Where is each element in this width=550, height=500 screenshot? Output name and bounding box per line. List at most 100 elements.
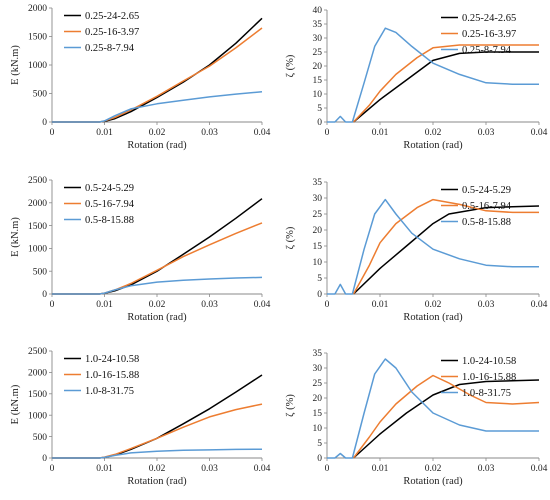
legend-entry: 0.25-24-2.65: [85, 11, 139, 22]
y-tick-label: 2500: [28, 176, 47, 186]
y-tick-label: 500: [33, 433, 48, 443]
y-tick-label: 30: [313, 194, 323, 204]
series-line-0.25-8-7.94: [327, 27, 539, 123]
y-tick-label: 25: [313, 379, 323, 389]
x-tick-label: 0.03: [478, 300, 495, 310]
y-tick-label: 0: [42, 118, 47, 128]
y-axis-label: E (kN.m): [10, 217, 21, 257]
y-tick-label: 5: [317, 274, 322, 284]
series-line-0.25-24-2.65: [353, 51, 539, 123]
x-tick-label: 0.03: [478, 464, 495, 474]
legend-entry: 0.25-16-3.97: [462, 29, 516, 40]
y-tick-label: 10: [313, 90, 323, 100]
series-line-1.0-24-10.58: [352, 379, 540, 459]
y-tick-label: 500: [33, 90, 48, 100]
legend-entry: 1.0-24-10.58: [85, 354, 139, 365]
series-line-0.25-16-3.97: [52, 27, 263, 123]
y-tick-label: 2000: [28, 369, 47, 379]
x-tick-label: 0.01: [96, 128, 113, 138]
y-tick-label: 25: [313, 48, 323, 58]
chart-panel-1: 0 500 1000 1500 2000 0 0.01 0.02 0.03 0.04 Rotatio…: [10, 4, 271, 151]
y-tick-label: 1000: [28, 411, 47, 421]
x-axis-label: Rotation (rad): [403, 312, 463, 323]
x-tick-label: 0: [325, 128, 330, 138]
y-tick-label: 25: [313, 210, 323, 220]
x-tick-label: 0.02: [425, 128, 442, 138]
x-tick-label: 0.04: [254, 464, 271, 474]
x-tick-label: 0.04: [254, 128, 271, 138]
x-tick-label: 0.02: [425, 464, 442, 474]
legend-entry: 0.5-8-15.88: [85, 215, 134, 226]
series-line-1.0-24-10.58: [52, 374, 263, 459]
y-tick-label: 20: [313, 226, 323, 236]
chart-panel-3: 0 500 1000 1500 2000 2500 0 0.01 0.02 0.03 0.04 Rot…: [10, 176, 271, 323]
y-tick-label: 1500: [28, 33, 47, 43]
y-tick-label: 0: [42, 290, 47, 300]
x-tick-label: 0.01: [372, 128, 389, 138]
x-tick-label: 0.04: [531, 300, 548, 310]
series-line-1.0-8-31.75: [52, 448, 263, 459]
series-line-0.25-16-3.97: [352, 44, 539, 123]
series-line-0.5-8-15.88: [52, 276, 263, 295]
x-tick-label: 0: [50, 464, 55, 474]
y-axis-label: E (kN.m): [10, 384, 21, 424]
legend-entry: 0.25-16-3.97: [85, 27, 139, 38]
legend-entry: 0.25-8-7.94: [462, 45, 512, 56]
y-tick-label: 10: [313, 258, 323, 268]
legend-entry: 0.25-8-7.94: [85, 43, 135, 54]
x-axis-label: Rotation (rad): [403, 140, 463, 151]
series-line-0.25-24-2.65: [52, 17, 263, 123]
y-tick-label: 35: [313, 349, 323, 359]
legend-entry: 0.5-8-15.88: [462, 217, 511, 228]
series-line-0.5-8-15.88: [327, 198, 539, 295]
y-tick-label: 1500: [28, 222, 47, 232]
x-tick-label: 0.02: [149, 128, 166, 138]
x-tick-label: 0: [50, 128, 55, 138]
x-tick-label: 0.01: [372, 300, 389, 310]
x-tick-label: 0: [325, 464, 330, 474]
y-tick-label: 2000: [28, 4, 47, 14]
x-tick-label: 0.04: [531, 464, 548, 474]
chart-panel-6: 0 5 10 15 20 25 30 35 0 0.01 0.02 0.03 0.04 Rotation …: [285, 349, 548, 487]
x-tick-label: 0.02: [149, 300, 166, 310]
legend-entry: 1.0-24-10.58: [462, 356, 516, 367]
x-tick-label: 0.01: [96, 300, 113, 310]
legend-entry: 1.0-8-31.75: [462, 388, 511, 399]
legend-entry: 0.25-24-2.65: [462, 13, 516, 24]
x-tick-label: 0.04: [254, 300, 271, 310]
y-tick-label: 10: [313, 424, 323, 434]
x-tick-label: 0.03: [201, 464, 218, 474]
y-tick-label: 15: [313, 242, 323, 252]
legend-entry: 1.0-16-15.88: [462, 372, 516, 383]
y-tick-label: 20: [313, 394, 323, 404]
x-axis-label: Rotation (rad): [127, 140, 187, 151]
legend-entry: 0.5-16-7.94: [462, 201, 512, 212]
y-tick-label: 15: [313, 76, 323, 86]
y-axis-label: ζ (%): [285, 226, 296, 249]
y-tick-label: 1000: [28, 61, 47, 71]
y-tick-label: 1000: [28, 245, 47, 255]
x-tick-label: 0.03: [478, 128, 495, 138]
chart-panel-5: 0 500 1000 1500 2000 2500 0 0.01 0.02 0.03 0.04 Rot…: [10, 347, 271, 487]
x-tick-label: 0.03: [201, 300, 218, 310]
y-tick-label: 0: [317, 290, 322, 300]
y-tick-label: 5: [317, 439, 322, 449]
y-tick-label: 1500: [28, 390, 47, 400]
series-line-0.25-8-7.94: [52, 91, 263, 123]
y-tick-label: 35: [313, 178, 323, 188]
x-tick-label: 0: [50, 300, 55, 310]
y-tick-label: 0: [42, 454, 47, 464]
x-axis-label: Rotation (rad): [403, 476, 463, 487]
y-tick-label: 30: [313, 34, 323, 44]
y-tick-label: 5: [317, 104, 322, 114]
chart-panel-4: 0 5 10 15 20 25 30 35 0 0.01 0.02 0.03 0.04 Rotation …: [285, 178, 548, 323]
chart-panel-2: 0 5 10 15 20 25 30 35 40 0 0.01 0.02 0.03 0.04 Rotatio…: [285, 6, 548, 151]
y-axis-label: E (kN.m): [10, 45, 21, 85]
legend-entry: 1.0-16-15.88: [85, 370, 139, 381]
x-tick-label: 0: [325, 300, 330, 310]
legend-entry: 1.0-8-31.75: [85, 386, 134, 397]
y-tick-label: 0: [317, 454, 322, 464]
x-tick-label: 0.02: [149, 464, 166, 474]
series-line-0.5-16-7.94: [352, 198, 539, 295]
